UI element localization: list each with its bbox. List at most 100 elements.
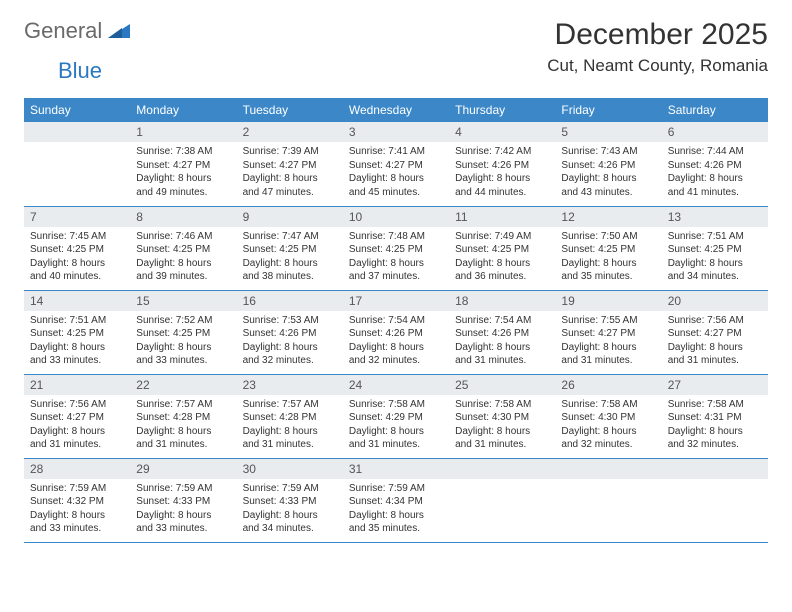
sunrise-text: Sunrise: 7:54 AM xyxy=(455,314,549,328)
calendar-day-cell xyxy=(24,122,130,206)
day-info: Sunrise: 7:57 AMSunset: 4:28 PMDaylight:… xyxy=(130,395,236,455)
calendar-day-cell: 15Sunrise: 7:52 AMSunset: 4:25 PMDayligh… xyxy=(130,290,236,374)
day-number: 11 xyxy=(449,207,555,227)
day-info: Sunrise: 7:48 AMSunset: 4:25 PMDaylight:… xyxy=(343,227,449,287)
sunset-text: Sunset: 4:25 PM xyxy=(136,327,230,341)
title-block: December 2025 Cut, Neamt County, Romania xyxy=(547,18,768,76)
calendar-week-row: 1Sunrise: 7:38 AMSunset: 4:27 PMDaylight… xyxy=(24,122,768,206)
weekday-header: Tuesday xyxy=(237,98,343,122)
day-number: 29 xyxy=(130,459,236,479)
weekday-header: Wednesday xyxy=(343,98,449,122)
calendar-day-cell: 13Sunrise: 7:51 AMSunset: 4:25 PMDayligh… xyxy=(662,206,768,290)
sunset-text: Sunset: 4:25 PM xyxy=(136,243,230,257)
day-number: 14 xyxy=(24,291,130,311)
calendar-day-cell: 27Sunrise: 7:58 AMSunset: 4:31 PMDayligh… xyxy=(662,374,768,458)
calendar-day-cell: 10Sunrise: 7:48 AMSunset: 4:25 PMDayligh… xyxy=(343,206,449,290)
sunrise-text: Sunrise: 7:59 AM xyxy=(136,482,230,496)
weekday-header: Sunday xyxy=(24,98,130,122)
day-info: Sunrise: 7:59 AMSunset: 4:34 PMDaylight:… xyxy=(343,479,449,539)
day-info: Sunrise: 7:46 AMSunset: 4:25 PMDaylight:… xyxy=(130,227,236,287)
daylight-text: Daylight: 8 hours and 43 minutes. xyxy=(561,172,655,199)
sunrise-text: Sunrise: 7:58 AM xyxy=(561,398,655,412)
calendar-day-cell: 11Sunrise: 7:49 AMSunset: 4:25 PMDayligh… xyxy=(449,206,555,290)
weekday-header: Friday xyxy=(555,98,661,122)
calendar-day-cell: 17Sunrise: 7:54 AMSunset: 4:26 PMDayligh… xyxy=(343,290,449,374)
day-info: Sunrise: 7:54 AMSunset: 4:26 PMDaylight:… xyxy=(449,311,555,371)
day-number: 8 xyxy=(130,207,236,227)
sunrise-text: Sunrise: 7:42 AM xyxy=(455,145,549,159)
sunset-text: Sunset: 4:30 PM xyxy=(455,411,549,425)
calendar-day-cell: 8Sunrise: 7:46 AMSunset: 4:25 PMDaylight… xyxy=(130,206,236,290)
sunset-text: Sunset: 4:25 PM xyxy=(561,243,655,257)
sunrise-text: Sunrise: 7:59 AM xyxy=(30,482,124,496)
day-info: Sunrise: 7:39 AMSunset: 4:27 PMDaylight:… xyxy=(237,142,343,202)
sunset-text: Sunset: 4:27 PM xyxy=(349,159,443,173)
sunset-text: Sunset: 4:25 PM xyxy=(668,243,762,257)
daylight-text: Daylight: 8 hours and 31 minutes. xyxy=(561,341,655,368)
day-number: 31 xyxy=(343,459,449,479)
calendar-header-row: SundayMondayTuesdayWednesdayThursdayFrid… xyxy=(24,98,768,122)
location-text: Cut, Neamt County, Romania xyxy=(547,56,768,76)
day-number: 20 xyxy=(662,291,768,311)
sunset-text: Sunset: 4:33 PM xyxy=(136,495,230,509)
sunrise-text: Sunrise: 7:56 AM xyxy=(30,398,124,412)
sunset-text: Sunset: 4:27 PM xyxy=(561,327,655,341)
day-info: Sunrise: 7:54 AMSunset: 4:26 PMDaylight:… xyxy=(343,311,449,371)
daylight-text: Daylight: 8 hours and 45 minutes. xyxy=(349,172,443,199)
daylight-text: Daylight: 8 hours and 33 minutes. xyxy=(30,341,124,368)
sunrise-text: Sunrise: 7:41 AM xyxy=(349,145,443,159)
sunrise-text: Sunrise: 7:57 AM xyxy=(243,398,337,412)
sunrise-text: Sunrise: 7:58 AM xyxy=(349,398,443,412)
calendar-day-cell: 1Sunrise: 7:38 AMSunset: 4:27 PMDaylight… xyxy=(130,122,236,206)
day-number xyxy=(662,459,768,479)
calendar-day-cell: 5Sunrise: 7:43 AMSunset: 4:26 PMDaylight… xyxy=(555,122,661,206)
calendar-day-cell: 16Sunrise: 7:53 AMSunset: 4:26 PMDayligh… xyxy=(237,290,343,374)
day-info: Sunrise: 7:51 AMSunset: 4:25 PMDaylight:… xyxy=(24,311,130,371)
day-info: Sunrise: 7:42 AMSunset: 4:26 PMDaylight:… xyxy=(449,142,555,202)
daylight-text: Daylight: 8 hours and 47 minutes. xyxy=(243,172,337,199)
calendar-day-cell: 9Sunrise: 7:47 AMSunset: 4:25 PMDaylight… xyxy=(237,206,343,290)
sunrise-text: Sunrise: 7:53 AM xyxy=(243,314,337,328)
day-number: 23 xyxy=(237,375,343,395)
sunrise-text: Sunrise: 7:56 AM xyxy=(668,314,762,328)
calendar-day-cell: 26Sunrise: 7:58 AMSunset: 4:30 PMDayligh… xyxy=(555,374,661,458)
calendar-day-cell: 20Sunrise: 7:56 AMSunset: 4:27 PMDayligh… xyxy=(662,290,768,374)
day-info: Sunrise: 7:58 AMSunset: 4:30 PMDaylight:… xyxy=(449,395,555,455)
daylight-text: Daylight: 8 hours and 32 minutes. xyxy=(668,425,762,452)
day-number: 1 xyxy=(130,122,236,142)
sunset-text: Sunset: 4:25 PM xyxy=(349,243,443,257)
daylight-text: Daylight: 8 hours and 31 minutes. xyxy=(30,425,124,452)
sunrise-text: Sunrise: 7:59 AM xyxy=(349,482,443,496)
day-number: 19 xyxy=(555,291,661,311)
sunrise-text: Sunrise: 7:58 AM xyxy=(668,398,762,412)
sunset-text: Sunset: 4:26 PM xyxy=(243,327,337,341)
calendar-day-cell: 7Sunrise: 7:45 AMSunset: 4:25 PMDaylight… xyxy=(24,206,130,290)
sunset-text: Sunset: 4:27 PM xyxy=(30,411,124,425)
day-info: Sunrise: 7:58 AMSunset: 4:30 PMDaylight:… xyxy=(555,395,661,455)
sunset-text: Sunset: 4:31 PM xyxy=(668,411,762,425)
day-info: Sunrise: 7:56 AMSunset: 4:27 PMDaylight:… xyxy=(24,395,130,455)
sunset-text: Sunset: 4:25 PM xyxy=(455,243,549,257)
day-info: Sunrise: 7:59 AMSunset: 4:32 PMDaylight:… xyxy=(24,479,130,539)
daylight-text: Daylight: 8 hours and 44 minutes. xyxy=(455,172,549,199)
sunrise-text: Sunrise: 7:47 AM xyxy=(243,230,337,244)
calendar-day-cell: 30Sunrise: 7:59 AMSunset: 4:33 PMDayligh… xyxy=(237,458,343,542)
calendar-day-cell: 19Sunrise: 7:55 AMSunset: 4:27 PMDayligh… xyxy=(555,290,661,374)
day-info: Sunrise: 7:56 AMSunset: 4:27 PMDaylight:… xyxy=(662,311,768,371)
calendar-day-cell: 2Sunrise: 7:39 AMSunset: 4:27 PMDaylight… xyxy=(237,122,343,206)
sunrise-text: Sunrise: 7:49 AM xyxy=(455,230,549,244)
daylight-text: Daylight: 8 hours and 38 minutes. xyxy=(243,257,337,284)
calendar-day-cell xyxy=(662,458,768,542)
weekday-header: Monday xyxy=(130,98,236,122)
logo-text-blue: Blue xyxy=(58,58,102,84)
triangle-icon xyxy=(108,20,130,43)
daylight-text: Daylight: 8 hours and 41 minutes. xyxy=(668,172,762,199)
sunset-text: Sunset: 4:25 PM xyxy=(30,243,124,257)
day-info: Sunrise: 7:53 AMSunset: 4:26 PMDaylight:… xyxy=(237,311,343,371)
sunset-text: Sunset: 4:27 PM xyxy=(136,159,230,173)
sunrise-text: Sunrise: 7:43 AM xyxy=(561,145,655,159)
day-number: 10 xyxy=(343,207,449,227)
calendar-day-cell: 3Sunrise: 7:41 AMSunset: 4:27 PMDaylight… xyxy=(343,122,449,206)
day-number: 16 xyxy=(237,291,343,311)
sunrise-text: Sunrise: 7:39 AM xyxy=(243,145,337,159)
